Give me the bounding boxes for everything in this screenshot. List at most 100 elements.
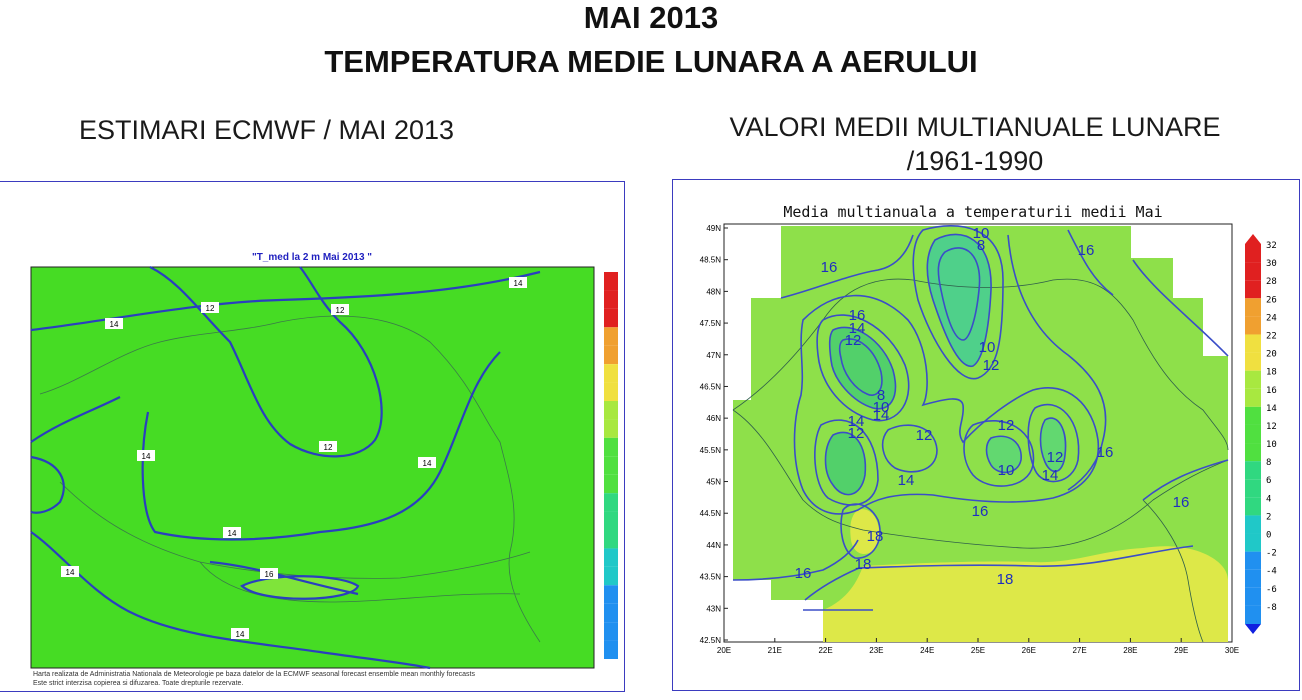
cold-core-southwest bbox=[825, 432, 866, 495]
colorbar-swatch bbox=[1245, 262, 1261, 281]
contour-label: 10 bbox=[998, 462, 1015, 479]
colorbar-tick-label: 28 bbox=[1266, 277, 1277, 287]
colorbar-tick-label: -4 bbox=[1266, 567, 1277, 577]
colorbar-tick-label: 32 bbox=[1266, 241, 1277, 251]
contour-label: 12 bbox=[206, 304, 215, 313]
colorbar-swatch bbox=[604, 272, 618, 291]
longitude-tick-label: 25E bbox=[971, 646, 985, 655]
colorbar-arrow-top bbox=[1245, 234, 1261, 244]
ecmwf-map-area bbox=[30, 266, 595, 669]
longitude-tick-label: 24E bbox=[920, 646, 934, 655]
colorbar-swatch bbox=[604, 456, 618, 475]
colorbar-tick-label: 6 bbox=[1266, 476, 1271, 486]
contour-label: 16 bbox=[849, 307, 866, 324]
colorbar-swatch bbox=[1245, 443, 1261, 462]
contour-label: 18 bbox=[997, 571, 1014, 588]
contour-label: 10 bbox=[873, 399, 890, 416]
contour-label: 18 bbox=[855, 556, 872, 573]
latitude-tick-label: 47.5N bbox=[700, 319, 722, 328]
colorbar-swatch bbox=[1245, 370, 1261, 389]
colorbar-tick-label: 14 bbox=[1266, 404, 1277, 414]
longitude-tick-label: 21E bbox=[768, 646, 782, 655]
longitude-tick-label: 28E bbox=[1123, 646, 1137, 655]
warm-pocket-16 bbox=[242, 576, 358, 599]
latitude-tick-label: 45N bbox=[706, 478, 721, 487]
contour-label: 14 bbox=[1042, 467, 1059, 484]
longitude-tick-label: 29E bbox=[1174, 646, 1188, 655]
colorbar-tick-label: 18 bbox=[1266, 368, 1277, 378]
colorbar-tick-label: -2 bbox=[1266, 549, 1277, 559]
latitude-tick-label: 46N bbox=[706, 414, 721, 423]
ecmwf-footnote-line2: Este strict interzisa copierea si difuza… bbox=[33, 680, 244, 687]
right-panel-heading-line1: VALORI MEDII MULTIANUALE LUNARE bbox=[729, 112, 1221, 142]
longitude-axis: 20E 21E 22E 23E 24E 25E 26E 27E 28E 29E 30E bbox=[717, 638, 1239, 655]
colorbar-tick-label: 26 bbox=[1266, 295, 1277, 305]
longitude-tick-label: 30E bbox=[1225, 646, 1239, 655]
ecmwf-map-title: "T_med la 2 m Mai 2013 " bbox=[252, 252, 372, 263]
colorbar-tick-label: 16 bbox=[1266, 386, 1277, 396]
colorbar-swatch bbox=[604, 327, 618, 346]
contour-label: 14 bbox=[514, 279, 523, 288]
latitude-tick-label: 43N bbox=[706, 604, 721, 613]
contour-label: 12 bbox=[916, 427, 933, 444]
colorbar-swatch bbox=[604, 401, 618, 420]
colorbar-tick-label: 4 bbox=[1266, 494, 1271, 504]
contour-label: 16 bbox=[972, 503, 989, 520]
latitude-tick-label: 43.5N bbox=[700, 573, 722, 582]
cold-core-north bbox=[927, 234, 992, 367]
colorbar-tick-label: 22 bbox=[1266, 331, 1277, 341]
colorbar-swatch bbox=[604, 603, 618, 623]
cold-core-center bbox=[986, 436, 1022, 473]
latitude-tick-label: 47N bbox=[706, 351, 721, 360]
contour-label: 14 bbox=[849, 320, 866, 337]
colorbar-swatch bbox=[1245, 388, 1261, 407]
ecmwf-contours bbox=[30, 266, 541, 670]
colorbar-swatch bbox=[604, 530, 618, 549]
colorbar-swatch bbox=[1245, 533, 1261, 552]
colorbar-swatch bbox=[1245, 280, 1261, 299]
colorbar-tick-label: 30 bbox=[1266, 259, 1277, 269]
cold-core-west bbox=[829, 327, 896, 409]
region-18-south bbox=[823, 546, 1228, 642]
colorbar-swatch bbox=[1245, 316, 1261, 335]
colorbar-swatch bbox=[1245, 605, 1261, 624]
colorbar-swatch bbox=[1245, 298, 1261, 317]
contour-label: 14 bbox=[873, 407, 890, 424]
region-18-pocket bbox=[850, 509, 880, 555]
contour-label: 12 bbox=[1047, 449, 1064, 466]
cold-core-east bbox=[1040, 418, 1066, 472]
colorbar-tick-label: 10 bbox=[1266, 440, 1277, 450]
ecmwf-map-panel: "T_med la 2 m Mai 2013 " 14 14 12 12 14 … bbox=[0, 181, 625, 692]
contour-label: 16 bbox=[1078, 242, 1095, 259]
contour-label: 14 bbox=[228, 529, 237, 538]
ecmwf-footnote-line1: Harta realizata de Administratia Nationa… bbox=[33, 671, 476, 678]
contour-label: 14 bbox=[142, 452, 151, 461]
colorbar-tick-label: -8 bbox=[1266, 603, 1277, 613]
contour-label: 12 bbox=[336, 306, 345, 315]
colorbar-swatch bbox=[604, 493, 618, 512]
colorbar-swatch bbox=[604, 585, 618, 604]
longitude-tick-label: 26E bbox=[1022, 646, 1036, 655]
contour-label: 12 bbox=[845, 332, 862, 349]
left-panel-heading: ESTIMARI ECMWF / MAI 2013 bbox=[79, 115, 455, 145]
latitude-tick-label: 44N bbox=[706, 541, 721, 550]
contour-label: 16 bbox=[1097, 444, 1114, 461]
colorbar-arrow-bottom bbox=[1245, 624, 1261, 634]
colorbar-tick-label: 8 bbox=[1266, 458, 1271, 468]
contour-label: 14 bbox=[898, 472, 915, 489]
colorbar-swatch bbox=[604, 308, 618, 328]
latitude-tick-label: 45.5N bbox=[700, 446, 722, 455]
colorbar-tick-label: -6 bbox=[1266, 585, 1277, 595]
colorbar-swatch bbox=[604, 474, 618, 494]
contour-label: 16 bbox=[1173, 494, 1190, 511]
latitude-tick-label: 46.5N bbox=[700, 382, 722, 391]
colorbar-swatch bbox=[1245, 334, 1261, 353]
latitude-axis: 49N 48.5N 48N 47.5N 47N 46.5N 46N 45.5N 45N 44.5N… bbox=[700, 224, 728, 645]
climatology-contour-labels: 10 8 16 16 16 14 12 10 12 8 10 14 14 12 … bbox=[795, 225, 1190, 588]
contour-label: 14 bbox=[848, 413, 865, 430]
colorbar-swatch bbox=[1245, 244, 1261, 263]
contour-label: 12 bbox=[998, 417, 1015, 434]
colorbar-tick-label: 2 bbox=[1266, 512, 1271, 522]
climatology-map-svg: Media multianuala a temperaturii medii M… bbox=[700, 203, 1277, 655]
colorbar-swatch bbox=[604, 622, 618, 641]
